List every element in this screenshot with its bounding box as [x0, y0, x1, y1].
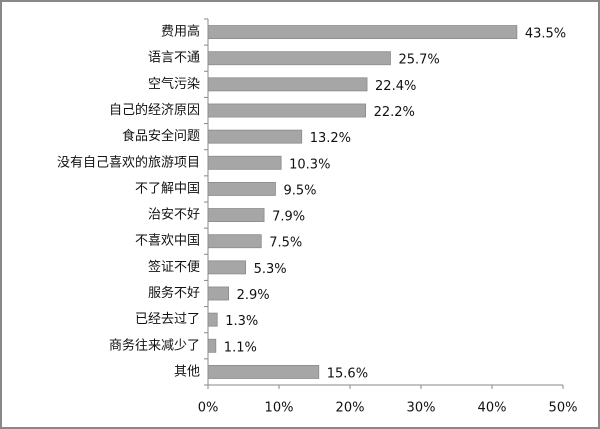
data-label: 22.4%	[375, 79, 416, 94]
x-tick-label: 0%	[198, 401, 219, 416]
y-tick-label: 费用高	[161, 24, 200, 40]
bar	[207, 51, 391, 66]
y-tick-label: 自己的经济原因	[109, 102, 200, 118]
data-label: 1.1%	[224, 340, 257, 355]
bar	[207, 260, 247, 275]
bar	[207, 312, 218, 327]
y-tick-label: 不了解中国	[135, 181, 200, 196]
bar	[207, 155, 282, 170]
x-tick-label: 30%	[407, 401, 436, 416]
bar	[207, 338, 217, 353]
x-tick-label: 10%	[265, 401, 294, 416]
data-label: 43.5%	[525, 27, 566, 42]
data-label: 13.2%	[310, 131, 351, 146]
y-tick-label: 服务不好	[148, 285, 200, 301]
data-label: 10.3%	[289, 157, 330, 172]
y-tick-label: 签证不便	[148, 259, 200, 275]
y-tick-label: 不喜欢中国	[135, 234, 200, 249]
data-label: 7.5%	[269, 236, 302, 251]
data-label: 22.2%	[374, 105, 415, 120]
bar	[207, 364, 320, 379]
bar	[207, 129, 303, 144]
data-label: 25.7%	[398, 53, 439, 68]
data-label: 9.5%	[283, 183, 316, 198]
data-label: 1.3%	[225, 314, 258, 329]
y-tick-label: 其他	[174, 364, 200, 379]
y-tick-label: 商务往来减少了	[109, 337, 200, 353]
bar	[207, 25, 518, 40]
x-tick-label: 20%	[336, 401, 365, 416]
y-tick-label: 空气污染	[148, 76, 200, 92]
bar	[207, 103, 367, 118]
x-tick-label: 50%	[549, 401, 578, 416]
y-tick-label: 食品安全问题	[122, 128, 200, 144]
bar	[207, 77, 368, 92]
y-tick-label: 语言不通	[148, 51, 200, 66]
y-tick-label: 没有自己喜欢的旅游项目	[57, 154, 200, 170]
data-label: 5.3%	[254, 262, 287, 277]
bar	[207, 234, 262, 249]
y-tick-label: 治安不好	[148, 208, 200, 223]
data-label: 7.9%	[272, 210, 305, 225]
bar	[207, 208, 265, 223]
data-label: 2.9%	[237, 288, 270, 303]
data-label: 15.6%	[327, 366, 368, 381]
y-tick-label: 已经去过了	[135, 312, 200, 327]
bar	[207, 286, 229, 301]
x-tick-label: 40%	[478, 401, 507, 416]
bar	[207, 181, 276, 196]
